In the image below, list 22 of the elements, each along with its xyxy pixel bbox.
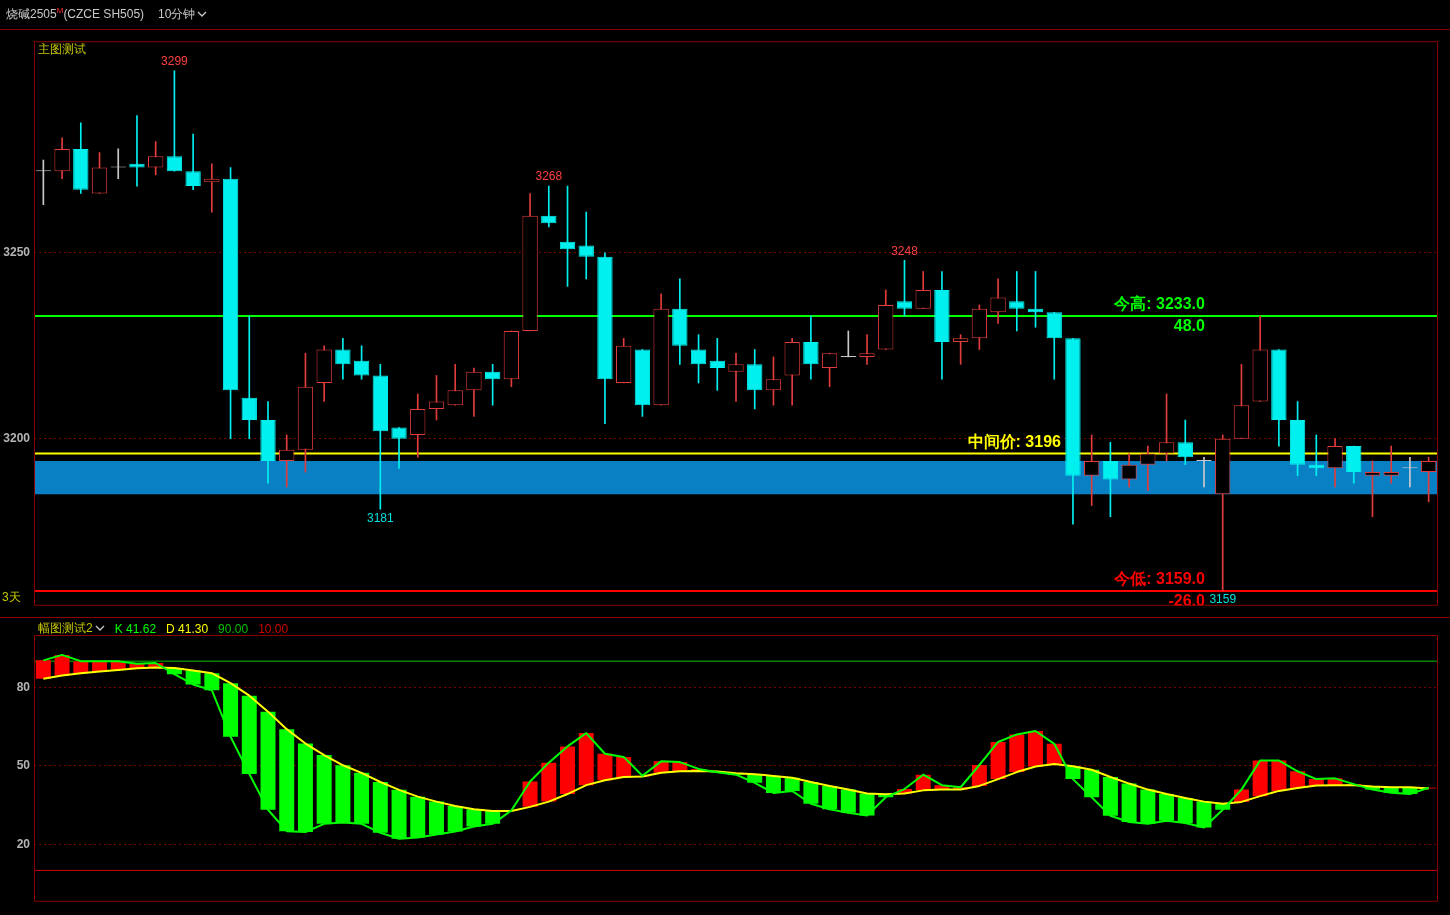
annotation: 3248 xyxy=(891,243,919,258)
chart-title: 幅图测试2 xyxy=(38,620,94,637)
y-tick-label: 3200 xyxy=(3,430,31,445)
ref-line-label: 中间价: 3196 xyxy=(967,432,1062,450)
ref-line-label: 90.00 xyxy=(218,621,249,636)
y-tick-label: 20 xyxy=(16,836,31,851)
text: 3天 xyxy=(2,590,21,605)
annotation: 主图测试 xyxy=(38,41,86,56)
ref-line-label: 10.00 xyxy=(258,621,289,636)
annotation: 3268 xyxy=(535,169,563,184)
annotation: 3159 xyxy=(1209,592,1237,607)
annotation: 3181 xyxy=(366,510,394,525)
text: K 41.62 xyxy=(114,621,157,636)
y-tick-label: 50 xyxy=(16,758,31,773)
text: D 41.30 xyxy=(166,621,209,636)
y-tick-label: 3250 xyxy=(3,245,31,260)
y-tick-label: 80 xyxy=(16,679,31,694)
ref-line-label: 今低: 3159.0 -26.0 xyxy=(1113,570,1206,610)
ref-line-label: 今高: 3233.0 48.0 xyxy=(1113,294,1206,335)
chart-title: 烧碱2505$^{M}$(CZCE SH505) xyxy=(6,6,145,23)
chart-subtitle: 10分钟 xyxy=(158,6,197,23)
annotation: 3299 xyxy=(161,54,189,69)
